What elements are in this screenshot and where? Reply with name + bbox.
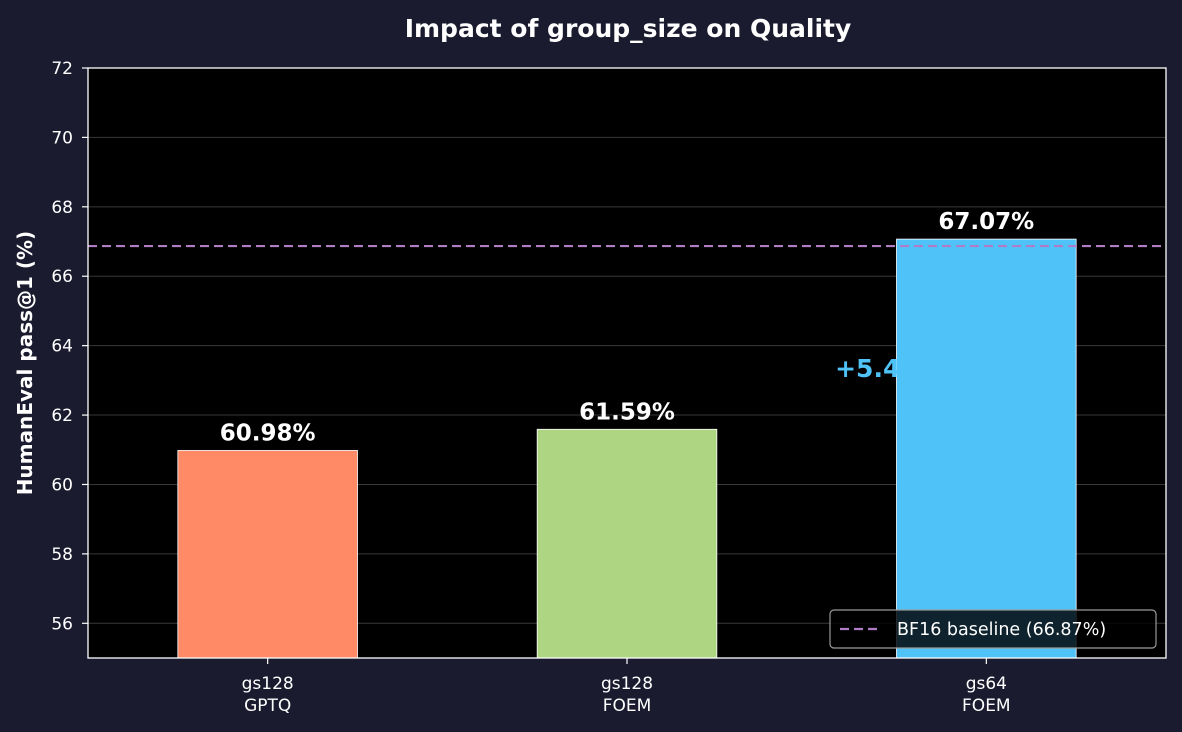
chart-title: Impact of group_size on Quality (405, 14, 852, 43)
bar-value-label: 67.07% (938, 209, 1034, 235)
gain-annotation-arrowhead (942, 277, 957, 290)
y-tick-label: 64 (51, 337, 73, 357)
y-axis-label: HumanEval pass@1 (%) (13, 231, 37, 495)
bar-value-label: 60.98% (220, 420, 316, 446)
value-labels: 60.98% 61.59% 67.07% (220, 209, 1034, 446)
gain-annotation-text: +5.48pp (835, 354, 953, 383)
x-axis-ticks: gs128 GPTQ gs128 FOEM gs64 FOEM (242, 658, 1011, 716)
y-tick-label: 60 (51, 475, 73, 495)
bars (177, 238, 1077, 659)
y-tick-label: 70 (51, 128, 73, 148)
y-tick-label: 66 (51, 267, 73, 287)
x-tick-label: gs128 FOEM (601, 674, 653, 716)
y-tick-label: 62 (51, 406, 73, 426)
x-tick-label: gs128 GPTQ (242, 674, 294, 716)
gain-annotation-arrow (904, 277, 958, 356)
annotations: +5.48pp (835, 277, 958, 383)
y-tick-label: 68 (51, 198, 73, 218)
y-tick-label: 58 (51, 545, 73, 565)
x-tick-label: gs64 FOEM (962, 674, 1011, 716)
bar (177, 450, 358, 659)
y-axis-ticks: 56 58 60 62 64 66 68 70 72 (51, 59, 88, 634)
legend-label-baseline: BF16 baseline (66.87%) (897, 620, 1106, 640)
y-tick-label: 72 (51, 59, 73, 79)
bar (896, 238, 1077, 659)
legend: BF16 baseline (66.87%) (829, 609, 1157, 649)
bar-value-label: 61.59% (579, 399, 675, 425)
legend-box (829, 609, 1157, 649)
bar (536, 428, 718, 659)
y-tick-label: 56 (51, 614, 73, 634)
